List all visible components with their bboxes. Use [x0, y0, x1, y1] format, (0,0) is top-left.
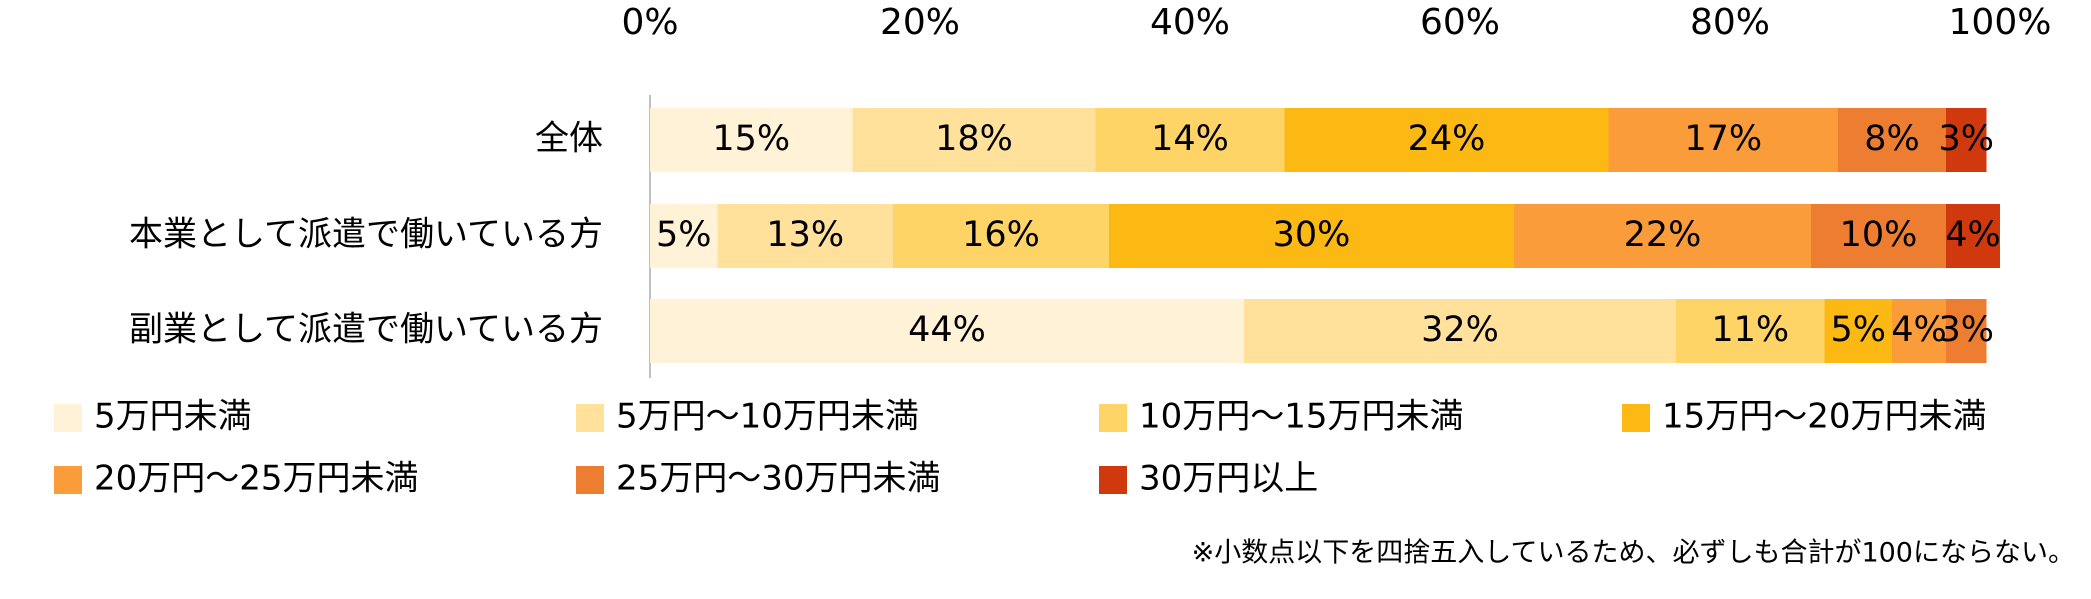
data-label: 32%: [1421, 310, 1499, 350]
x-tick-label: 40%: [1150, 2, 1230, 43]
data-label: 17%: [1684, 119, 1762, 159]
legend-label: 5万円未満: [94, 397, 252, 437]
bar-segment: [1284, 108, 1609, 172]
category-label: 全体: [535, 119, 603, 159]
category-label: 本業として派遣で働いている方: [129, 215, 603, 255]
x-tick-label: 0%: [621, 2, 678, 43]
bar-segment: [893, 204, 1109, 268]
bar-segment: [1811, 204, 1946, 268]
x-tick-label: 60%: [1420, 2, 1500, 43]
data-label: 5%: [656, 215, 712, 255]
data-label: 8%: [1864, 119, 1920, 159]
data-label: 10%: [1840, 215, 1918, 255]
data-label: 3%: [1938, 310, 1994, 350]
data-label: 24%: [1408, 119, 1486, 159]
data-label: 13%: [766, 215, 844, 255]
data-label: 14%: [1151, 119, 1229, 159]
data-label: 5%: [1830, 310, 1886, 350]
x-tick-label: 20%: [880, 2, 960, 43]
legend-label: 30万円以上: [1139, 459, 1318, 499]
data-label: 44%: [908, 310, 986, 350]
x-tick-label: 100%: [1949, 2, 2052, 43]
legend-label: 10万円～15万円未満: [1139, 397, 1464, 437]
x-tick-label: 80%: [1690, 2, 1770, 43]
legend-label: 5万円～10万円未満: [616, 397, 919, 437]
data-label: 11%: [1711, 310, 1789, 350]
bar-segment: [1109, 204, 1514, 268]
data-label: 18%: [935, 119, 1013, 159]
data-label: 16%: [962, 215, 1040, 255]
bar-segment: [650, 108, 853, 172]
legend-swatch: [1099, 404, 1127, 432]
legend-swatch: [576, 466, 604, 494]
legend-label: 20万円～25万円未満: [94, 459, 419, 499]
data-label: 3%: [1938, 119, 1994, 159]
bar-segment: [1892, 299, 1946, 363]
legend-swatch: [1099, 466, 1127, 494]
note: ※小数点以下を四捨五入しているため、必ずしも合計が100にならない。: [1192, 538, 2075, 569]
bar-segment: [852, 108, 1096, 172]
data-label: 4%: [1891, 310, 1947, 350]
legend-label: 25万円～30万円未満: [616, 459, 941, 499]
data-label: 30%: [1273, 215, 1351, 255]
bar-segment: [1676, 299, 1825, 363]
bar-segment: [1244, 299, 1676, 363]
data-label: 4%: [1945, 215, 2001, 255]
category-label: 副業として派遣で働いている方: [129, 310, 603, 350]
legend-swatch: [54, 466, 82, 494]
bar-segment: [1824, 299, 1892, 363]
data-label: 22%: [1624, 215, 1702, 255]
bar-segment: [650, 204, 718, 268]
bar-segment: [1946, 299, 1987, 363]
data-label: 15%: [712, 119, 790, 159]
bar-segment: [1838, 108, 1946, 172]
bar-segment: [1095, 108, 1285, 172]
legend-swatch: [1622, 404, 1650, 432]
legend-swatch: [576, 404, 604, 432]
bar-segment: [1946, 108, 1987, 172]
legend-swatch: [54, 404, 82, 432]
bar-segment: [1514, 204, 1811, 268]
bar-segment: [1608, 108, 1838, 172]
bar-segment: [650, 299, 1244, 363]
bar-segment: [717, 204, 893, 268]
legend-label: 15万円～20万円未満: [1662, 397, 1987, 437]
bar-segment: [1946, 204, 2000, 268]
